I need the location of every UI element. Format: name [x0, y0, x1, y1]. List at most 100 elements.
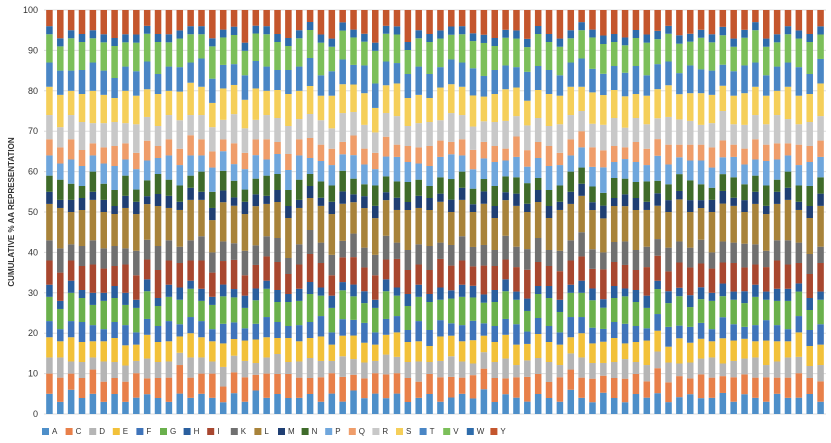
bar-segment-e: [621, 343, 629, 360]
bar-segment-t: [556, 75, 564, 96]
legend-label: I: [217, 427, 219, 436]
bar-segment-f: [426, 330, 433, 346]
bar-segment-h: [610, 286, 618, 298]
bar-segment-k: [817, 246, 824, 264]
bar-segment-r: [295, 119, 303, 140]
bar-segment-h: [676, 287, 683, 297]
bar-segment-e: [719, 338, 727, 364]
bar-segment-s: [350, 84, 357, 112]
bar-segment-p: [339, 154, 346, 171]
bar-segment-e: [610, 338, 618, 362]
bar-segment-k: [219, 241, 227, 262]
bar-segment-t: [230, 64, 238, 85]
bar-segment-p: [817, 156, 824, 178]
bar-segment-f: [317, 316, 325, 337]
bar-segment-i: [133, 275, 140, 300]
bar-segment-f: [295, 325, 303, 342]
bar-segment-p: [57, 163, 64, 180]
bar-segment-r: [741, 124, 748, 149]
bar-segment-p: [763, 160, 770, 186]
bar-segment-m: [350, 194, 357, 203]
bar-segment-q: [67, 139, 75, 160]
bar-segment-c: [621, 378, 629, 403]
bar-segment-r: [154, 126, 162, 146]
bar-segment-g: [437, 299, 444, 321]
bar-segment-n: [209, 191, 216, 208]
bar-segment-i: [317, 263, 325, 288]
bar-segment-s: [252, 88, 260, 120]
bar-segment-e: [122, 345, 129, 366]
bar-segment-t: [209, 78, 216, 103]
bar-segment-q: [133, 152, 140, 170]
bar-segment-c: [57, 377, 64, 402]
bar-segment-c: [361, 378, 368, 399]
bar-segment-v: [610, 42, 618, 66]
bar-segment-e: [600, 341, 607, 363]
bar-segment-v: [295, 38, 303, 67]
bar-segment-w: [643, 34, 651, 43]
bar-segment-s: [78, 94, 86, 122]
bar-segment-y: [676, 10, 683, 36]
bar-segment-s: [328, 95, 336, 129]
legend-item-w: W: [466, 427, 485, 436]
bar-segment-e: [143, 334, 151, 359]
bar-segment-n: [78, 186, 86, 198]
bar-segment-l: [263, 203, 270, 237]
bar-segment-k: [372, 254, 379, 276]
bar-segment-i: [730, 263, 737, 292]
bar-segment-s: [89, 90, 97, 124]
bar-segment-d: [621, 359, 629, 379]
bar-segment-q: [763, 144, 770, 161]
bar-segment-q: [676, 144, 683, 158]
legend-label: Q: [359, 427, 365, 436]
bar-segment-g: [567, 292, 575, 318]
bar-segment-r: [230, 114, 238, 144]
bar-segment-f: [708, 329, 716, 342]
bar-segment-i: [784, 264, 792, 289]
bar-segment-v: [176, 38, 184, 68]
bar-segment-w: [187, 26, 194, 35]
bar-segment-h: [686, 295, 694, 308]
bar-segment-g: [89, 304, 97, 326]
bar-segment-l: [534, 202, 542, 238]
legend-item-p: P: [325, 427, 341, 436]
bar-segment-g: [285, 302, 292, 326]
bar-segment-s: [339, 84, 346, 114]
bar-segment-v: [469, 41, 477, 69]
bar-segment-w: [382, 25, 390, 34]
bar-segment-l: [350, 202, 357, 234]
bar-segment-t: [665, 61, 672, 86]
bar-segment-q: [295, 139, 303, 156]
bar-segment-c: [46, 373, 53, 394]
bar-segment-f: [621, 323, 629, 344]
bar-segment-s: [393, 83, 401, 117]
bar-segment-a: [198, 393, 205, 414]
bar-segment-c: [741, 374, 748, 395]
bar-segment-v: [219, 37, 227, 65]
bar-segment-q: [567, 139, 575, 156]
bar-segment-p: [665, 164, 672, 185]
bar-segment-s: [610, 90, 618, 118]
bar-segment-y: [817, 10, 824, 27]
bar-segment-v: [752, 30, 759, 63]
bar-segment-h: [328, 295, 336, 308]
bar-segment-f: [697, 322, 705, 339]
bar-segment-f: [534, 318, 542, 334]
bar-segment-t: [382, 61, 390, 86]
legend-swatch: [183, 428, 191, 435]
bar-segment-d: [578, 357, 585, 378]
bar-segment-i: [122, 264, 129, 293]
bar-segment-p: [198, 155, 205, 172]
y-tick-label: 20: [28, 328, 38, 338]
bar-segment-s: [491, 94, 498, 122]
bar-segment-r: [480, 121, 488, 142]
bar-segment-p: [241, 169, 249, 190]
bar-segment-y: [372, 10, 379, 43]
bar-segment-v: [57, 46, 64, 71]
bar-segment-y: [187, 10, 194, 27]
legend-item-m: M: [278, 427, 295, 436]
bar-segment-h: [176, 287, 184, 300]
bar-segment-g: [263, 288, 270, 318]
bar-segment-y: [719, 10, 727, 27]
bar-segment-a: [317, 401, 325, 414]
